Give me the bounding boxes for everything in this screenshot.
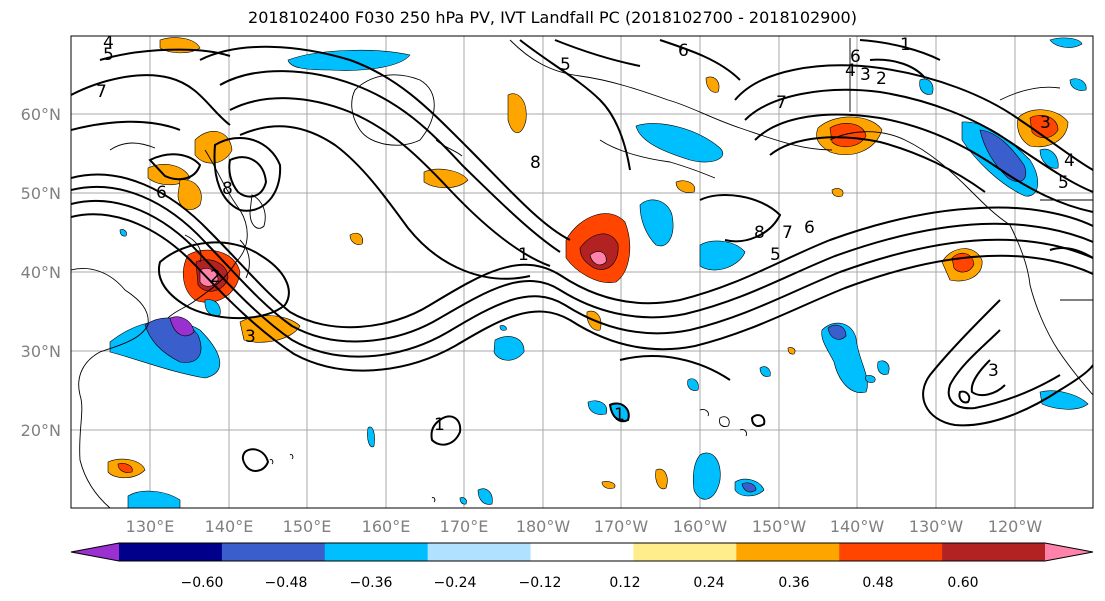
contour-label: 1 (900, 35, 911, 55)
contour-label: 7 (96, 82, 107, 102)
contour-label: 6 (804, 218, 815, 238)
contour-labels: 4 5 7 6 8 1 2 3 6 8 7 6 5 4 3 2 1 1 1 3 … (96, 33, 1075, 435)
contour-label: 5 (770, 245, 781, 265)
colorbar-segment (71, 543, 119, 561)
lon-label: 180°W (516, 517, 571, 536)
contour-label: 3 (860, 65, 871, 85)
colorbar-segment (633, 543, 737, 561)
colorbar-tick-labels: −0.60 −0.48 −0.36 −0.24 −0.12 0.12 0.24 … (181, 575, 979, 591)
contour-label: 1 (518, 245, 529, 265)
contour-label: 4 (845, 61, 856, 81)
colorbar-segment (530, 543, 634, 561)
contour-label: 4 (103, 33, 114, 53)
lon-label: 160°E (362, 517, 411, 536)
longitude-labels: 130°E 140°E 150°E 160°E 170°E 180°W 170°… (126, 517, 1043, 536)
latitude-labels: 60°N 50°N 40°N 30°N 20°N (21, 105, 61, 440)
lon-label: 120°W (988, 517, 1043, 536)
contour-label: 7 (776, 93, 787, 113)
coastlines (71, 38, 1093, 508)
contour-label: 8 (222, 179, 233, 199)
contour-label: 8 (754, 223, 765, 243)
map-frame (70, 35, 1094, 509)
colorbar-segment (324, 543, 429, 561)
contour-label: 3 (988, 361, 999, 381)
colorbar-segment (736, 543, 840, 561)
lat-label: 60°N (21, 105, 61, 124)
contour-label: 5 (560, 55, 571, 75)
contour-label: 1 (434, 415, 445, 435)
contour-label: 1 (614, 405, 625, 425)
lon-label: 140°W (830, 517, 885, 536)
contour-label: 3 (1040, 113, 1051, 133)
colorbar-segment (1045, 543, 1093, 561)
contour-label: 5 (103, 45, 114, 65)
lon-label: 170°W (594, 517, 649, 536)
contour-label: 6 (156, 183, 167, 203)
colorbar-tick-label: −0.36 (350, 575, 393, 591)
lon-label: 160°W (673, 517, 728, 536)
contour-label: 2 (210, 267, 221, 287)
contour-label: 2 (876, 69, 887, 89)
colorbar-outline (70, 542, 1094, 562)
colorbar-tick-label: 0.36 (778, 575, 809, 591)
pv-contours (71, 39, 1093, 472)
colorbar-segment (839, 543, 943, 561)
contour-label: 6 (850, 47, 861, 67)
colorbar-tick-label: −0.24 (434, 575, 477, 591)
colorbar-segment (221, 543, 326, 561)
contour-label: 3 (245, 327, 256, 347)
lon-label: 170°E (440, 517, 489, 536)
contour-label: 8 (530, 153, 541, 173)
colorbar-segment (942, 543, 1046, 561)
map-title: 2018102400 F030 250 hPa PV, IVT Landfall… (248, 8, 857, 27)
colorbar (70, 542, 1094, 562)
lat-label: 50°N (21, 184, 61, 203)
contour-label: 7 (782, 223, 793, 243)
lon-label: 140°E (205, 517, 254, 536)
colorbar-tick-label: 0.60 (947, 575, 978, 591)
contour-label: 4 (1064, 151, 1075, 171)
lat-label: 40°N (21, 263, 61, 282)
colorbar-tick-label: 0.48 (862, 575, 893, 591)
contour-label: 5 (1058, 173, 1069, 193)
lon-label: 130°W (909, 517, 964, 536)
lon-label: 130°E (126, 517, 175, 536)
colorbar-tick-label: −0.48 (265, 575, 308, 591)
contour-label: 6 (678, 41, 689, 61)
colorbar-tick-label: 0.12 (609, 575, 640, 591)
colorbar-tick-label: 0.24 (693, 575, 724, 591)
lon-label: 150°W (752, 517, 807, 536)
lon-label: 150°E (283, 517, 332, 536)
lat-label: 20°N (21, 421, 61, 440)
colorbar-tick-label: −0.60 (181, 575, 224, 591)
lat-label: 30°N (21, 342, 61, 361)
colorbar-segment (427, 543, 532, 561)
colorbar-segment (119, 543, 223, 561)
colorbar-tick-label: −0.12 (519, 575, 562, 591)
